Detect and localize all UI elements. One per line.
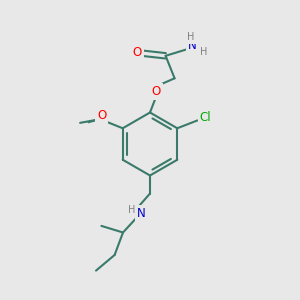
Text: O: O <box>97 109 106 122</box>
Text: H: H <box>187 32 194 42</box>
Text: N: N <box>188 39 197 52</box>
Text: H: H <box>200 46 207 57</box>
Text: H: H <box>128 205 135 215</box>
Text: O: O <box>133 46 142 59</box>
Text: N: N <box>136 207 146 220</box>
Text: Cl: Cl <box>200 111 211 124</box>
Text: O: O <box>152 85 160 98</box>
